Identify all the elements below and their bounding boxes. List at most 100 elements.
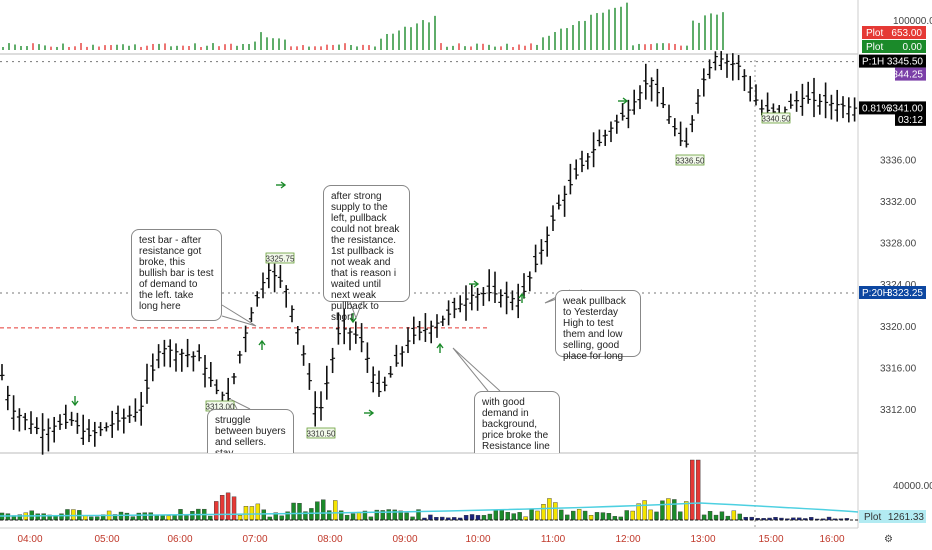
svg-text:3325.75: 3325.75 [266, 255, 295, 264]
marker-label: P:20H [862, 288, 890, 299]
price-bars [0, 51, 858, 455]
volume-bar [249, 506, 255, 521]
right-arrow [364, 409, 375, 417]
note-test-bar: test bar - after resistance got broke, t… [131, 229, 222, 321]
time-tick: 06:00 [167, 534, 192, 545]
price-bar [509, 290, 515, 311]
price-bar [643, 63, 649, 100]
volume-bar [47, 514, 52, 521]
price-bar [115, 405, 121, 431]
price-bar [538, 239, 544, 265]
volume-bar [267, 516, 272, 521]
volume-bar [499, 510, 504, 521]
price-bar [736, 55, 742, 81]
price-bar [533, 244, 539, 273]
volume-plot-label: Plot 1261.33 [859, 510, 926, 523]
volume-bar [213, 501, 219, 521]
volume-bar [695, 459, 701, 521]
volume-bar [315, 501, 320, 521]
price-bar [492, 271, 498, 303]
price-bar [248, 307, 254, 322]
volume-bar [600, 512, 606, 521]
price-bar [504, 281, 510, 315]
time-tick: 04:00 [17, 534, 42, 545]
price-bar [747, 75, 753, 102]
up-arrow [258, 339, 266, 350]
price-bar [411, 316, 417, 345]
price-bar [608, 121, 614, 143]
price-marker: P:1H 3345.50 [859, 54, 926, 68]
price-bar [579, 150, 585, 173]
top-plot-label: Plot 0.00 [862, 40, 926, 53]
price-bar [591, 132, 597, 168]
volume-bar [678, 511, 683, 521]
price-axis[interactable]: 3312.00 3316.00 3320.00 3324.00 3328.00 3332.… [859, 16, 932, 523]
note-pointer [452, 347, 501, 392]
volume-bar [594, 512, 600, 521]
down-arrow [349, 313, 357, 324]
price-bar [185, 338, 191, 368]
volume-bar [291, 502, 296, 521]
note-weak-pullback: weak pullback to Yesterday High to test … [555, 290, 641, 362]
volume-bar [350, 513, 356, 521]
annotation-3340.50: 3340.50 [762, 112, 791, 124]
price-bar [649, 77, 655, 102]
price-bar [40, 413, 46, 455]
volume-bar [416, 509, 421, 521]
price-bar [637, 85, 643, 110]
price-bar [689, 115, 695, 133]
volume-bar [166, 515, 171, 521]
time-tick: 07:00 [242, 534, 267, 545]
volume-bar [666, 498, 671, 521]
volume-bar [636, 503, 641, 521]
plot-value: 653.00 [891, 28, 922, 39]
price-bar [22, 412, 28, 431]
volume-bar [237, 515, 243, 521]
price-bar [382, 376, 388, 392]
price-bar [666, 104, 672, 124]
volume-bars [0, 459, 859, 521]
volume-bar [219, 495, 225, 521]
price-bar [805, 81, 811, 104]
price-bar [127, 405, 133, 423]
price-bar [451, 297, 457, 319]
volume-bar [422, 517, 427, 521]
time-tick: 09:00 [392, 534, 417, 545]
marker-value: 3344.25 [887, 70, 924, 81]
volume-bar [452, 517, 457, 521]
time-axis[interactable]: 04:00 05:00 06:00 07:00 08:00 09:00 10:00 11:00… [0, 527, 893, 545]
volume-bar [707, 511, 713, 521]
price-levels [0, 0, 859, 528]
price-bar [707, 59, 713, 79]
price-bar [150, 353, 156, 382]
plot-name: Plot [864, 512, 881, 523]
plot-name: Plot [866, 28, 883, 39]
price-bar [625, 99, 631, 129]
volume-bar [731, 510, 737, 521]
price-bar [399, 346, 405, 367]
volume-bar [279, 515, 284, 521]
volume-bar [333, 500, 338, 521]
price-bar [196, 344, 202, 362]
volume-bar [130, 516, 136, 521]
price-bar [602, 129, 608, 146]
price-bar [463, 285, 469, 321]
volume-bar [624, 510, 629, 521]
price-bar [550, 205, 556, 231]
price-bar [359, 323, 365, 353]
price-bar [260, 272, 266, 299]
price-bar [683, 127, 689, 148]
volume-bar [797, 517, 802, 521]
price-bar [202, 354, 208, 388]
price-bar [173, 343, 179, 372]
price-bar [370, 366, 376, 393]
volume-bar [327, 510, 332, 521]
time-tick: 13:00 [690, 534, 715, 545]
price-bar [301, 345, 307, 366]
right-arrow [276, 181, 287, 189]
price-bar [388, 366, 394, 378]
volume-bar [517, 512, 522, 521]
price-bar [718, 51, 724, 71]
